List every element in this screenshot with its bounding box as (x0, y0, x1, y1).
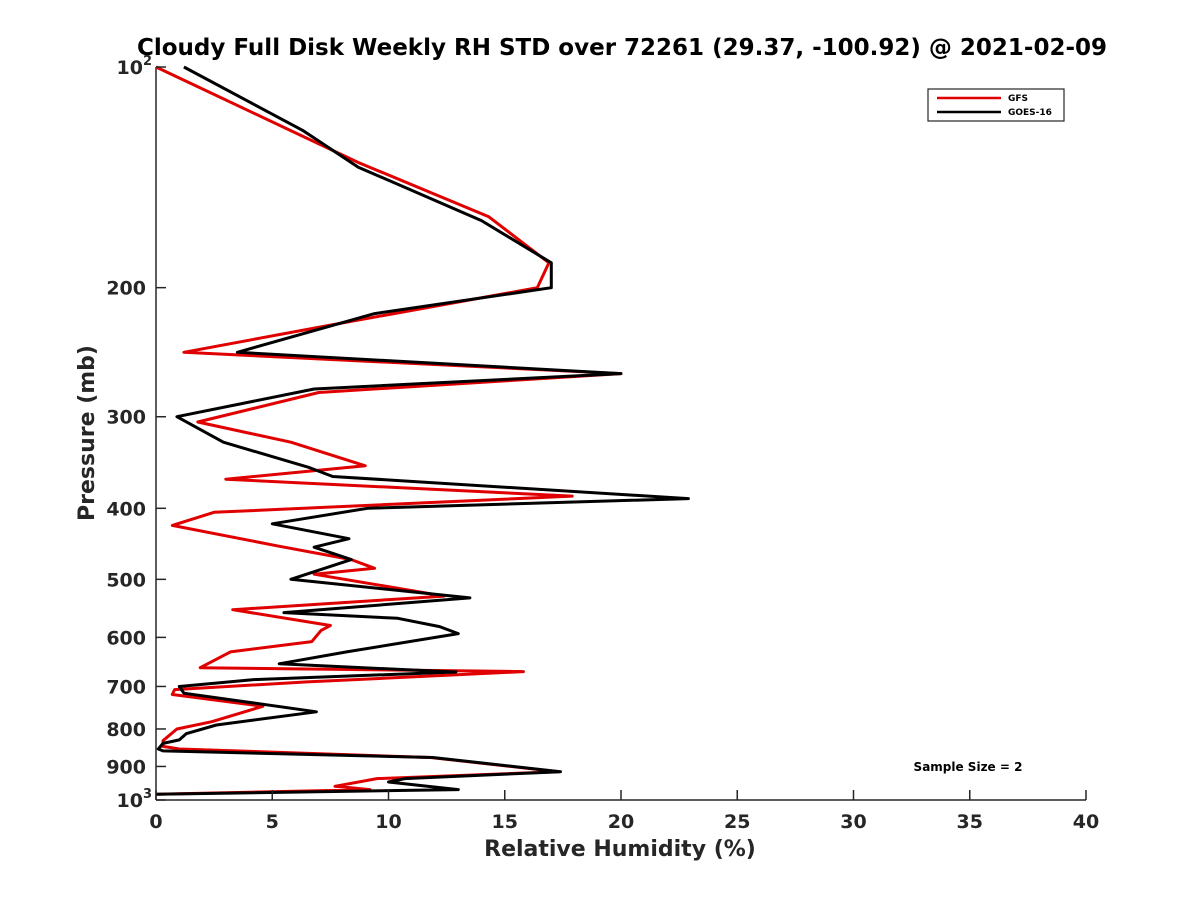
x-axis-label: Relative Humidity (%) (484, 837, 756, 862)
x-tick-label: 40 (1073, 811, 1099, 833)
y-tick-label: 700 (106, 676, 146, 698)
series-layer (155, 65, 690, 796)
series-line-goes-16 (155, 65, 690, 796)
legend-label-gfs: GFS (1008, 94, 1028, 104)
y-tick-label: 300 (106, 407, 146, 429)
plot-area (155, 67, 1086, 801)
y-tick-label: 900 (106, 756, 146, 778)
x-tick-label: 35 (957, 811, 983, 833)
sample-size-annotation: Sample Size = 2 (914, 760, 1023, 774)
y-tick-label: 500 (106, 569, 146, 591)
x-tick-label: 5 (266, 811, 279, 833)
y-tick-label: 103 (117, 787, 153, 812)
x-axis-ticks: 0 5 10 15 20 25 30 35 40 (149, 790, 1099, 833)
x-tick-label: 25 (724, 811, 750, 833)
y-axis-label: Pressure (mb) (75, 345, 100, 521)
chart-title: Cloudy Full Disk Weekly RH STD over 7226… (137, 35, 1107, 61)
y-tick-label: 400 (106, 498, 146, 520)
y-tick-label: 200 (106, 278, 146, 300)
y-tick-label: 102 (117, 54, 153, 79)
y-tick-label: 600 (106, 627, 146, 649)
legend-box (927, 88, 1065, 122)
legend-label-goes-16: GOES-16 (1008, 108, 1052, 118)
y-tick-label: 800 (106, 719, 146, 741)
x-tick-label: 10 (375, 811, 401, 833)
y-axis-ticks: 102 200 300 400 500 600 700 800 900 103 (106, 54, 166, 812)
x-tick-label: 0 (149, 811, 162, 833)
legend: GFS GOES-16 (927, 88, 1065, 122)
series-line-gfs (155, 65, 623, 796)
x-tick-label: 15 (492, 811, 518, 833)
x-tick-label: 30 (840, 811, 866, 833)
x-tick-label: 20 (608, 811, 634, 833)
